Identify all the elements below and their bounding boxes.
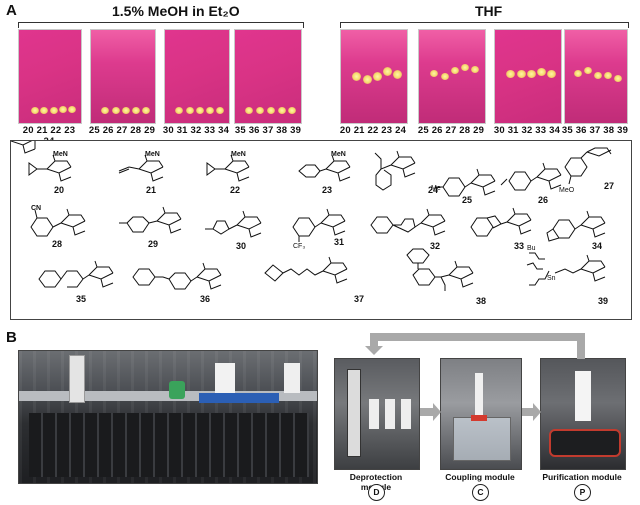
- module-code-c: C: [472, 484, 489, 501]
- compound-label: 26: [537, 195, 548, 205]
- compound-label: 21: [145, 185, 156, 195]
- tlc-plate-4: [234, 29, 302, 124]
- compound-38: [401, 245, 501, 291]
- atom-label-me: Me: [431, 185, 441, 192]
- compound-20: [25, 149, 125, 189]
- compound-21: [117, 149, 217, 189]
- coupling-module-label: Coupling module: [445, 472, 515, 482]
- compound-label: 28: [51, 239, 62, 249]
- compound-label: 27: [603, 181, 614, 191]
- compound-34: [543, 203, 640, 243]
- structures-drawing: [11, 141, 36, 154]
- tlc-plate-2: [90, 29, 156, 124]
- atom-label-men: MeN: [331, 151, 346, 158]
- tlc-plate-5: [340, 29, 408, 124]
- loop-arrow-top: [370, 333, 585, 341]
- compound-27: [557, 145, 640, 185]
- compound-39: [507, 243, 607, 286]
- plate-5-lanes: 20 21 22 23 24: [339, 125, 407, 136]
- compound-label: 36: [199, 294, 210, 304]
- compound-26: [497, 155, 597, 195]
- compound-label: 31: [333, 237, 344, 247]
- plate-6-lanes: 25 26 27 28 29: [417, 125, 485, 136]
- compound-label: 29: [147, 239, 158, 249]
- atom-label-men: MeN: [145, 151, 160, 158]
- atom-label-cf3: CF₃: [293, 243, 306, 250]
- atom-label-sn: Sn: [547, 275, 556, 282]
- tlc-plate-7: [494, 29, 562, 124]
- compound-31: [285, 203, 385, 243]
- structures-box: 20 21 22 23 24 25 26 27 28 29 30 31 32 3…: [10, 140, 632, 320]
- plate-4-lanes: 35 36 37 38 39: [234, 125, 302, 136]
- compound-37: [255, 249, 355, 289]
- compound-28: [23, 203, 123, 243]
- compound-35: [35, 253, 135, 293]
- purification-module-label: Purification module: [542, 472, 622, 482]
- compound-label: 23: [321, 185, 332, 195]
- compound-22: [203, 149, 303, 189]
- compound-label: 25: [461, 195, 472, 205]
- compound-label: 22: [229, 185, 240, 195]
- compound-label: 20: [53, 185, 64, 195]
- compound-label: 38: [475, 296, 486, 306]
- compound-label: 39: [597, 296, 608, 306]
- panel-a-letter: A: [6, 2, 17, 19]
- plate-7-lanes: 30 31 32 33 34: [493, 125, 561, 136]
- plate-2-lanes: 25 26 27 28 29: [88, 125, 156, 136]
- compound-label: 24: [427, 185, 438, 195]
- compound-24: [369, 145, 469, 191]
- module-code-d: D: [368, 484, 385, 501]
- tlc-plate-8: [564, 29, 628, 124]
- compound-30: [199, 203, 299, 243]
- compound-label: 35: [75, 294, 86, 304]
- loop-arrow-down: [370, 333, 378, 347]
- atom-label-men: MeN: [231, 151, 246, 158]
- plate-3-lanes: 30 31 32 33 34: [162, 125, 230, 136]
- loop-arrow-head: [365, 346, 383, 355]
- condition-left-label: 1.5% MeOH in Et₂O: [112, 3, 240, 19]
- arrow-d-to-c-head: [433, 403, 441, 421]
- atom-label-cn: CN: [31, 205, 42, 212]
- purification-module-photo: [540, 358, 626, 470]
- compound-36: [129, 253, 229, 293]
- tlc-plate-3: [164, 29, 230, 124]
- compound-label: 32: [429, 241, 440, 251]
- arrow-c-to-p-head: [533, 403, 541, 421]
- atom-label-men: MeN: [53, 151, 68, 158]
- deprotection-module-photo: [334, 358, 420, 470]
- compound-25: [431, 161, 531, 201]
- compound-label: 30: [235, 241, 246, 251]
- atom-label-bu: Bu: [527, 245, 536, 252]
- loop-arrow-up: [577, 333, 585, 359]
- compound-29: [109, 203, 209, 243]
- tlc-plate-1: [18, 29, 82, 124]
- compound-label: 33: [513, 241, 524, 251]
- condition-right-label: THF: [475, 3, 503, 19]
- tlc-plate-6: [418, 29, 486, 124]
- module-code-p: P: [574, 484, 591, 501]
- compound-33: [467, 203, 567, 243]
- arrow-c-to-p: [522, 408, 534, 416]
- coupling-module-photo: [440, 358, 522, 470]
- synthesizer-photo: [18, 350, 318, 484]
- compound-23: [295, 149, 395, 189]
- compound-label: 34: [591, 241, 602, 251]
- condition-left-bracket: [18, 22, 304, 28]
- compound-label: 37: [353, 294, 364, 304]
- arrow-d-to-c: [420, 408, 434, 416]
- atom-label-meo: MeO: [559, 187, 575, 194]
- compound-32: [367, 203, 467, 243]
- condition-right-bracket: [340, 22, 629, 28]
- panel-b-letter: B: [6, 329, 17, 346]
- plate-8-lanes: 35 36 37 38 39: [561, 125, 629, 136]
